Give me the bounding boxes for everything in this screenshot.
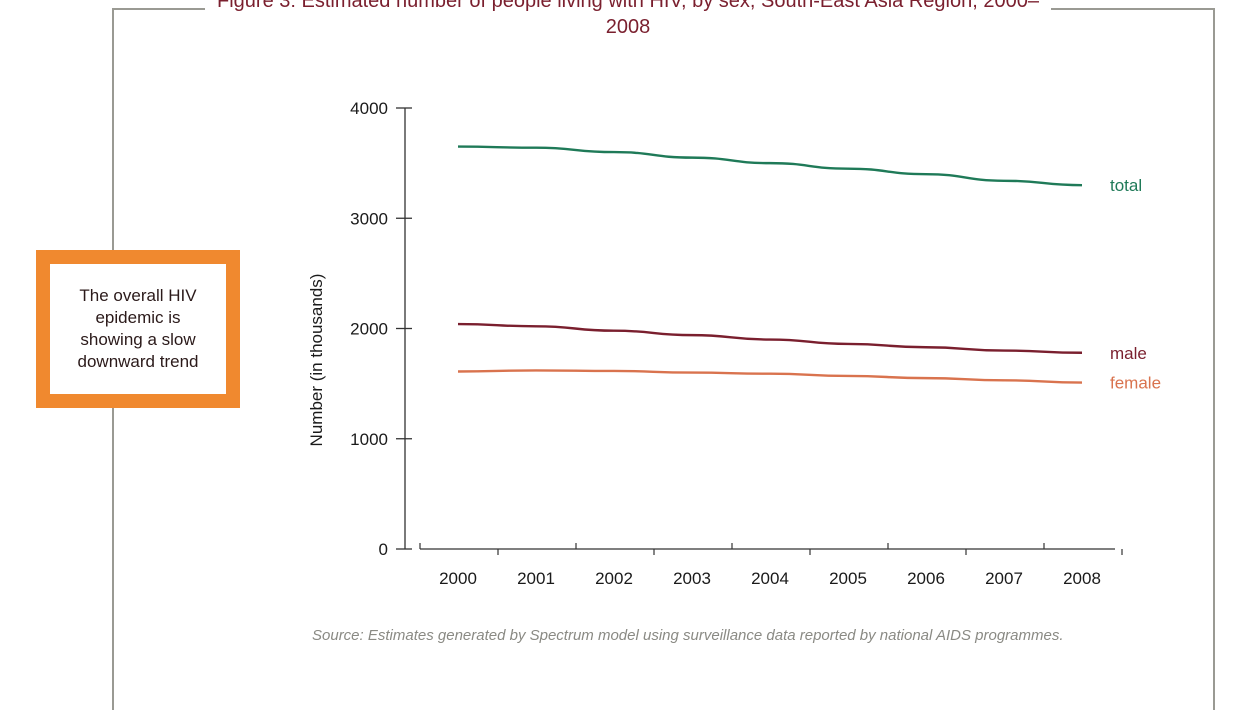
y-tick-label: 0 xyxy=(379,540,388,559)
x-tick-label: 2005 xyxy=(829,569,867,588)
source-note: Source: Estimates generated by Spectrum … xyxy=(312,627,1064,644)
series-label-male: male xyxy=(1110,344,1147,363)
x-tick-label: 2001 xyxy=(517,569,555,588)
series-line-male xyxy=(457,322,1083,354)
x-tick-label: 2007 xyxy=(985,569,1023,588)
series-label-female: female xyxy=(1110,374,1161,393)
x-tick-label: 2004 xyxy=(751,569,789,588)
x-tick-label: 2002 xyxy=(595,569,633,588)
series-label-total: total xyxy=(1110,176,1142,195)
y-tick-label: 2000 xyxy=(350,320,388,339)
x-tick-label: 2008 xyxy=(1063,569,1101,588)
x-tick-label: 2003 xyxy=(673,569,711,588)
chart-series xyxy=(457,145,1083,384)
callout-box: The overall HIV epidemic is showing a sl… xyxy=(36,250,240,408)
x-tick-label: 2000 xyxy=(439,569,477,588)
series-line-female xyxy=(457,369,1083,384)
chart-series-labels: total male female xyxy=(1110,176,1161,392)
callout-text: The overall HIV epidemic is showing a sl… xyxy=(77,286,199,371)
y-tick-label: 4000 xyxy=(350,99,388,118)
y-tick-label: 3000 xyxy=(350,209,388,228)
line-chart: 0 1000 2000 3000 4000 2000 2001 2002 2003 2004 200… xyxy=(307,99,1161,588)
chart-axes: 0 1000 2000 3000 4000 2000 2001 2002 2003 2004 200… xyxy=(307,99,1123,588)
y-axis-label: Number (in thousands) xyxy=(307,274,326,447)
figure-title: Figure 3: Estimated number of people liv… xyxy=(205,0,1051,40)
series-line-total xyxy=(457,145,1083,187)
x-tick-label: 2006 xyxy=(907,569,945,588)
y-tick-label: 1000 xyxy=(350,430,388,449)
